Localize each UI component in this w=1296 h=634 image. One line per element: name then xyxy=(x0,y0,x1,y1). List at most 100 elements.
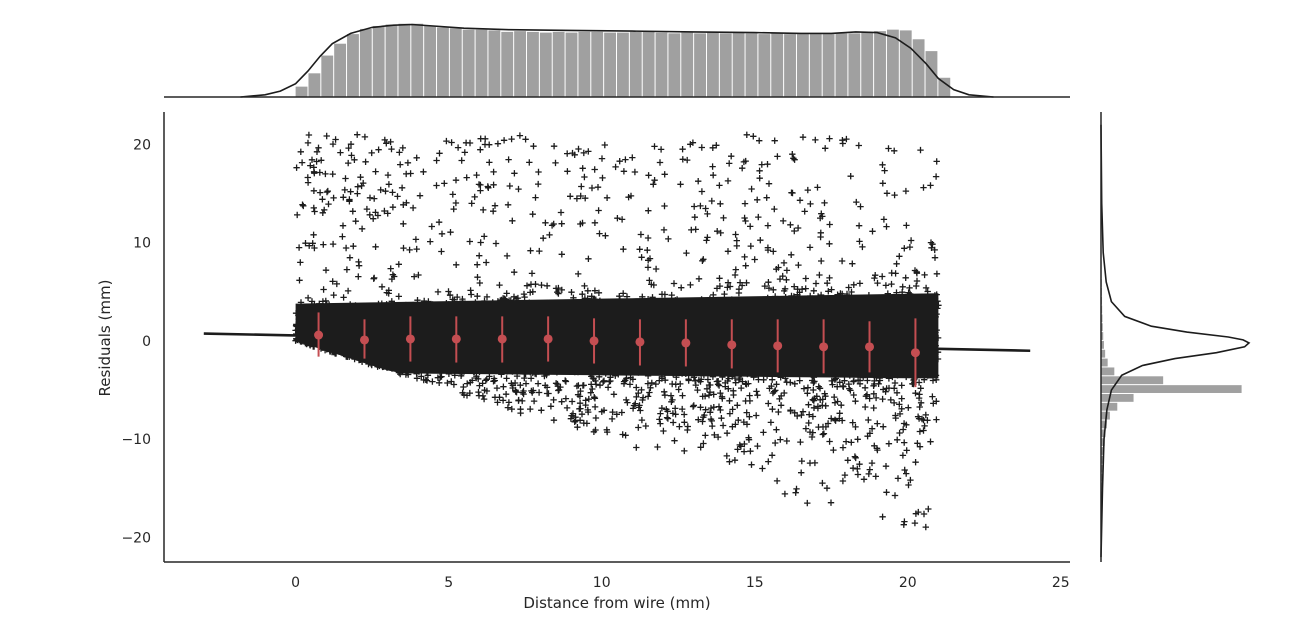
main-scatter-plot: 0 5 10 15 20 25 −20 −10 0 10 20 xyxy=(121,112,1070,591)
top-hist-bar xyxy=(809,34,822,97)
top-hist-bar xyxy=(527,31,539,98)
scatter-dense-band xyxy=(295,293,939,379)
y-tick-label: −20 xyxy=(121,530,151,546)
mean-point xyxy=(910,348,920,358)
right-hist-bar xyxy=(1101,464,1104,473)
y-axis-title: Residuals (mm) xyxy=(96,280,114,397)
right-hist-bar xyxy=(1101,393,1134,402)
x-tick-label: 5 xyxy=(444,575,453,591)
mean-point xyxy=(314,330,324,340)
top-hist-bar xyxy=(861,32,874,98)
top-hist-bar xyxy=(462,29,475,97)
top-kde-line xyxy=(240,23,994,98)
top-hist-bar xyxy=(938,77,951,97)
top-hist-bar xyxy=(411,23,424,98)
dense-band-area xyxy=(295,293,939,379)
x-tick-label: 10 xyxy=(593,575,611,591)
x-tick-label: 0 xyxy=(291,575,300,591)
top-hist-bar xyxy=(822,34,835,97)
mean-point xyxy=(359,335,369,345)
top-hist-bar xyxy=(514,31,527,97)
top-hist-bar xyxy=(694,33,706,97)
mean-point xyxy=(451,334,461,344)
right-hist-bar xyxy=(1101,420,1107,429)
regression-line xyxy=(203,332,1031,353)
top-hist-bar xyxy=(334,43,347,97)
top-hist-bar xyxy=(848,33,861,97)
mean-point xyxy=(773,341,783,351)
mean-point xyxy=(497,334,507,344)
top-hist-bar xyxy=(295,86,308,97)
top-hist-bar xyxy=(719,33,732,97)
top-hist-bar xyxy=(912,39,925,97)
right-hist-bar xyxy=(1101,402,1118,411)
top-hist-bar xyxy=(771,33,784,97)
right-hist-bar xyxy=(1101,349,1106,358)
top-hist-bar xyxy=(372,25,385,97)
top-hist-bar xyxy=(475,29,488,97)
top-hist-bar xyxy=(359,28,372,98)
top-hist-bar xyxy=(552,31,565,98)
top-hist-bar xyxy=(385,24,398,98)
right-hist-bar xyxy=(1101,340,1104,349)
top-hist-bar xyxy=(886,29,899,97)
top-hist-bar xyxy=(784,34,796,97)
right-hist-bar xyxy=(1101,473,1103,482)
x-axis-ticks: 0 5 10 15 20 25 xyxy=(291,575,1070,591)
top-hist-bar xyxy=(874,31,886,97)
right-hist-bar xyxy=(1101,367,1115,376)
right-hist-bar xyxy=(1101,358,1108,367)
top-hist-bar xyxy=(321,55,334,97)
top-hist-bar xyxy=(642,31,655,98)
x-tick-label: 15 xyxy=(746,575,764,591)
mean-point xyxy=(635,337,645,347)
right-hist-bar xyxy=(1101,429,1106,438)
top-hist-bar xyxy=(591,31,604,98)
right-hist-bar xyxy=(1101,332,1104,340)
right-marginal-histogram xyxy=(1100,112,1251,562)
mean-point xyxy=(681,338,691,348)
top-hist-bar xyxy=(925,51,938,97)
top-hist-bar xyxy=(899,30,912,97)
top-hist-bar xyxy=(398,23,411,98)
right-hist-bar xyxy=(1101,385,1242,393)
x-tick-label: 25 xyxy=(1052,575,1070,591)
x-axis-title: Distance from wire (mm) xyxy=(523,594,710,612)
binned-means xyxy=(314,312,920,388)
top-hist-bar xyxy=(347,34,359,97)
top-hist-bar xyxy=(796,34,809,97)
top-hist-bar xyxy=(668,33,681,97)
top-hist-bar xyxy=(681,32,694,98)
top-hist-bar xyxy=(488,30,501,97)
x-tick-label: 20 xyxy=(899,575,917,591)
top-hist-bar xyxy=(745,33,758,97)
axes-spines xyxy=(163,112,1070,563)
top-hist-bar xyxy=(604,32,616,98)
top-hist-bar xyxy=(437,27,449,97)
top-hist-bar xyxy=(565,32,578,98)
top-hist-bar xyxy=(424,25,437,97)
regression-line-path xyxy=(203,332,1031,353)
y-tick-label: 0 xyxy=(142,334,151,350)
top-hist-bar xyxy=(629,31,642,98)
top-marginal-histogram xyxy=(164,23,1070,98)
mean-point xyxy=(819,342,829,352)
y-tick-label: −10 xyxy=(121,432,151,448)
top-hist-bar xyxy=(706,32,719,98)
right-hist-bar xyxy=(1101,411,1110,420)
mean-point xyxy=(543,334,553,344)
top-hist-bar xyxy=(501,31,514,98)
y-tick-label: 20 xyxy=(133,137,151,153)
mean-point xyxy=(589,336,599,346)
mean-point xyxy=(727,340,737,350)
top-hist-bar xyxy=(617,32,629,98)
top-hist-bar xyxy=(308,73,321,97)
top-hist-bar xyxy=(732,32,745,98)
top-hist-bar xyxy=(835,33,848,97)
top-hist-bar xyxy=(539,32,552,98)
top-hist-bar xyxy=(449,28,462,97)
right-kde-line xyxy=(1100,124,1251,558)
right-hist-bar xyxy=(1101,455,1104,464)
right-hist-bar xyxy=(1101,438,1105,447)
